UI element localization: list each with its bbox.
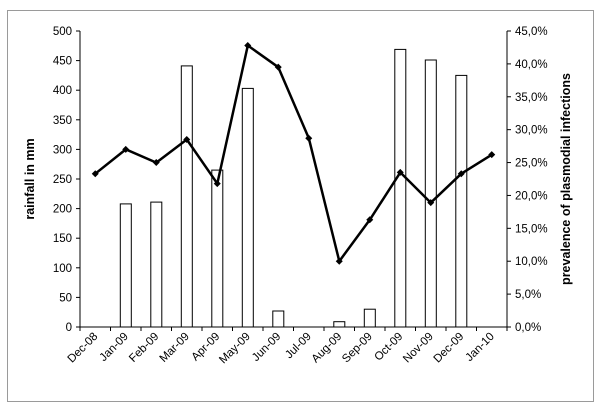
x-tick-0: Dec-08: [66, 331, 101, 366]
y-left-tick-1: 50: [59, 292, 72, 304]
x-tick-10: Oct-09: [372, 331, 405, 364]
y-right-tick-7: 35,0%: [515, 92, 548, 104]
y-right-tick-9: 45,0%: [515, 26, 548, 38]
x-tick-12: Dec-09: [432, 331, 467, 366]
bar-3: [180, 65, 193, 328]
y-left-tick-5: 250: [53, 174, 72, 186]
chart-svg: 0 50 100 150 200 250 300 350 400 450 500 0,0% 5,0% 10…: [23, 26, 573, 367]
y-left-tick-10: 500: [53, 26, 72, 38]
y-right-tick-8: 40,0%: [515, 59, 548, 71]
line-point-13: [488, 151, 496, 159]
y-left-tick-4: 200: [53, 204, 72, 216]
line-point-7: [305, 134, 313, 142]
x-tick-3: Mar-09: [158, 331, 192, 365]
line-point-11: [427, 199, 435, 207]
bar-5: [241, 87, 254, 328]
bar-12: [455, 74, 468, 328]
y-left-tick-6: 300: [53, 144, 72, 156]
x-tick-9: Sep-09: [340, 331, 375, 366]
bar-9: [363, 308, 376, 328]
x-tick-5: May-09: [217, 331, 253, 367]
y-right-tick-1: 5,0%: [515, 289, 541, 301]
x-tick-1: Jan-09: [98, 331, 131, 364]
line-point-0: [91, 170, 99, 178]
axes-group: [76, 30, 511, 331]
x-tick-13: Jan-10: [464, 331, 497, 364]
bar-2: [150, 201, 163, 328]
y-left-tick-2: 100: [53, 263, 72, 275]
x-tick-6: Jun-09: [250, 331, 283, 364]
line-group: [91, 41, 496, 265]
y-left-tick-0: 0: [66, 322, 72, 334]
y-right-tick-5: 25,0%: [515, 158, 548, 170]
line-point-1: [122, 145, 130, 153]
y-right-tick-3: 15,0%: [515, 223, 548, 235]
bar-6: [272, 310, 285, 328]
line-point-12: [457, 170, 465, 178]
line-point-6: [274, 63, 282, 71]
line-point-9: [366, 216, 374, 224]
y-left-tick-3: 150: [53, 233, 72, 245]
y-right-tick-2: 10,0%: [515, 256, 548, 268]
y-axis-right-title: prevalence of plasmodial infections: [559, 73, 573, 285]
line-point-5: [244, 41, 252, 49]
y-axis-left-title: rainfall in mm: [23, 138, 37, 219]
y-right-tick-0: 0,0%: [515, 322, 541, 334]
bar-10: [394, 48, 407, 328]
line-point-10: [396, 168, 404, 176]
bar-1: [119, 203, 132, 328]
chart-frame: 0 50 100 150 200 250 300 350 400 450 500 0,0% 5,0% 10…: [7, 10, 594, 402]
line-point-2: [152, 159, 160, 167]
x-tick-2: Feb-09: [127, 331, 161, 365]
x-tick-11: Nov-09: [401, 331, 436, 366]
x-tick-8: Aug-09: [310, 331, 345, 366]
y-left-tick-8: 400: [53, 85, 72, 97]
bar-8: [333, 321, 346, 328]
y-right-tick-6: 30,0%: [515, 125, 548, 137]
line-point-4: [213, 180, 221, 188]
line-series: [94, 44, 493, 263]
y-right-tick-4: 20,0%: [515, 190, 548, 202]
line-point-3: [183, 136, 191, 144]
y-left-tick-7: 350: [53, 115, 72, 127]
bar-11: [424, 59, 437, 328]
y-left-tick-9: 450: [53, 56, 72, 68]
bar-group: [119, 48, 468, 328]
line-point-8: [335, 257, 343, 265]
bar-4: [211, 169, 224, 328]
